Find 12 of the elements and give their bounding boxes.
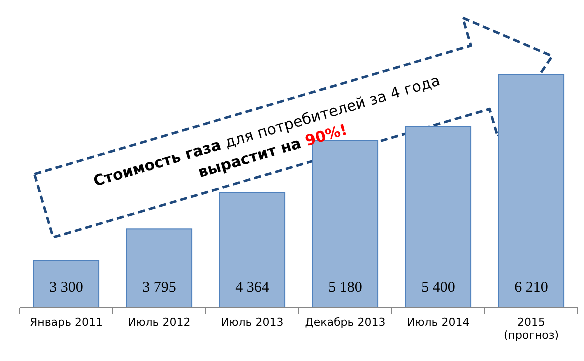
data-label: 5 400 (422, 280, 456, 296)
data-label: 4 364 (236, 280, 270, 296)
data-label: 3 795 (142, 280, 176, 296)
x-tick-label: Июль 2012 (128, 316, 191, 329)
x-tick-label: Июль 2013 (221, 316, 284, 329)
data-label: 5 180 (328, 280, 362, 296)
x-tick-label: Июль 2014 (407, 316, 470, 329)
x-tick-label: 2015 (прогноз) (504, 316, 560, 342)
x-tick-label: Декабрь 2013 (305, 316, 386, 329)
data-label: 3 300 (50, 280, 84, 296)
data-label: 6 210 (514, 280, 548, 296)
x-tick-label: Январь 2011 (30, 316, 104, 329)
